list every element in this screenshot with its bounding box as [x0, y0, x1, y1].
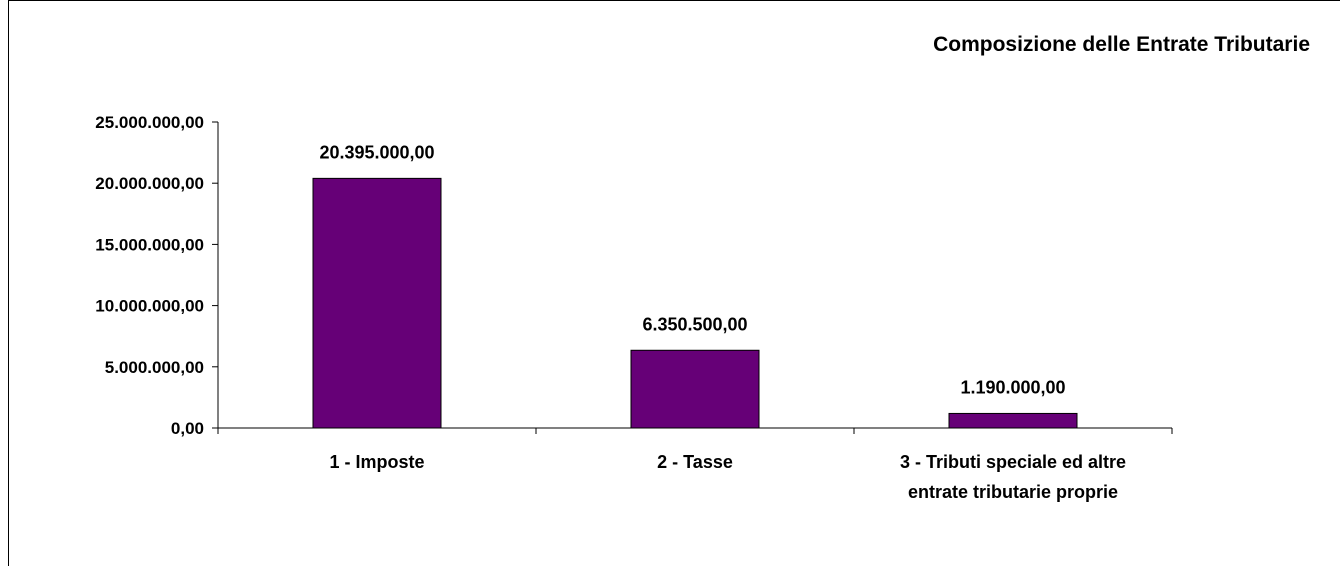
category-label: 3 - Tributi speciale ed altre — [900, 452, 1126, 472]
bar — [948, 412, 1078, 429]
x-axis — [217, 427, 1173, 434]
y-tick-label: 15.000.000,00 — [95, 235, 204, 254]
chart-frame: Composizione delle Entrate Tributarie — [8, 0, 1340, 566]
y-axis: 0,00 5.000.000,00 10.000.000,00 15.000.000,… — [95, 113, 219, 438]
y-tick-label: 25.000.000,00 — [95, 113, 204, 132]
bar — [630, 349, 760, 429]
chart-title: Composizione delle Entrate Tributarie — [933, 33, 1310, 56]
data-label: 6.350.500,00 — [642, 314, 747, 334]
bar — [312, 177, 442, 429]
category-label: 2 - Tasse — [657, 452, 733, 472]
category-labels: 1 - Imposte 2 - Tasse 3 - Tributi speciale… — [329, 452, 1126, 502]
y-tick-label: 20.000.000,00 — [95, 174, 204, 193]
data-label: 1.190.000,00 — [960, 377, 1065, 397]
category-label: 1 - Imposte — [329, 452, 424, 472]
category-label: entrate tributarie proprie — [908, 482, 1118, 502]
data-labels: 20.395.000,00 6.350.500,00 1.190.000,00 — [319, 142, 1065, 397]
bars — [312, 177, 1078, 429]
y-tick-label: 0,00 — [171, 419, 204, 438]
y-tick-label: 5.000.000,00 — [105, 358, 204, 377]
y-tick-label: 10.000.000,00 — [95, 297, 204, 316]
data-label: 20.395.000,00 — [319, 142, 434, 162]
